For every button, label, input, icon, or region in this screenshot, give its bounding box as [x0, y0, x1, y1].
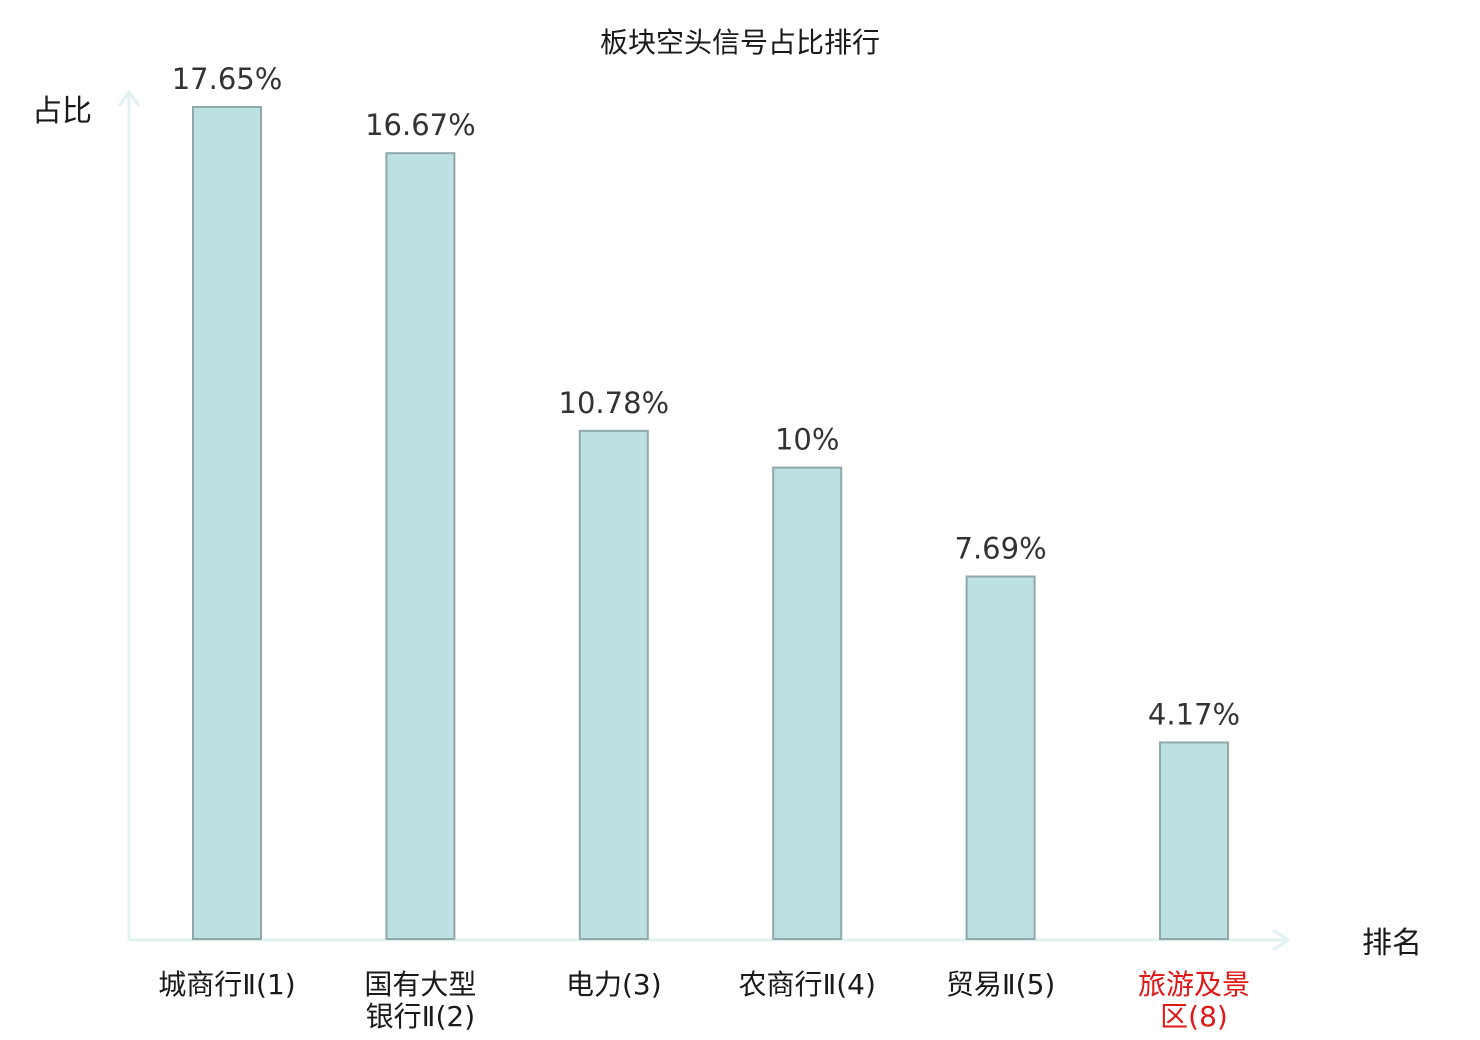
bar-1: [192, 106, 262, 940]
y-axis-label: 占比: [32, 94, 92, 129]
category-label-3: 电力(3): [566, 968, 662, 1001]
value-label-3: 10.78%: [559, 386, 670, 420]
category-label-4: 农商行Ⅱ(4): [738, 968, 875, 1001]
x-axis-label: 排名: [1362, 926, 1422, 961]
value-label-2: 16.67%: [365, 108, 476, 142]
bar-6: [1159, 741, 1229, 940]
bars-group: [192, 106, 1229, 940]
value-label-4: 10%: [775, 423, 839, 457]
category-label-5: 贸易Ⅱ(5): [946, 968, 1055, 1001]
bar-3: [578, 429, 649, 940]
chart-title: 板块空头信号占比排行: [600, 26, 880, 59]
bar-5: [965, 575, 1036, 940]
category-label-2: 国有大型银行Ⅱ(2): [364, 968, 476, 1033]
bar-2: [385, 152, 456, 940]
x-axis: [129, 928, 1291, 952]
value-label-1: 17.65%: [172, 62, 283, 96]
category-label-1: 城商行Ⅱ(1): [158, 968, 295, 1001]
category-label-6: 旅游及景区(8): [1138, 968, 1250, 1033]
value-label-6: 4.17%: [1148, 697, 1240, 731]
value-labels-group: 17.65% 16.67% 10.78% 10% 7.69% 4.17%: [172, 62, 1240, 731]
bar-4: [772, 466, 843, 940]
value-label-5: 7.69%: [955, 532, 1047, 566]
y-axis: [117, 89, 141, 940]
category-labels-group: 城商行Ⅱ(1) 国有大型银行Ⅱ(2) 电力(3) 农商行Ⅱ(4) 贸易Ⅱ(5) 旅游及景区…: [158, 968, 1250, 1033]
